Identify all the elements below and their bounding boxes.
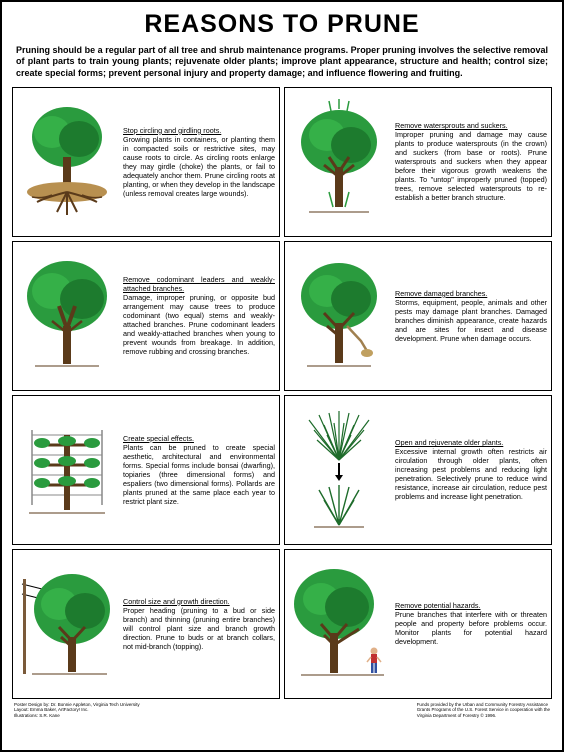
heading: Open and rejuvenate older plants. <box>395 438 547 447</box>
body: Growing plants in containers, or plantin… <box>123 135 275 198</box>
cell-special: Create special effects. Plants can be pr… <box>12 395 280 545</box>
text-special: Create special effects. Plants can be pr… <box>123 434 275 506</box>
text-hazards: Remove potential hazards. Prune branches… <box>395 601 547 646</box>
illus-controlsize <box>17 559 117 689</box>
page-title: REASONS TO PRUNE <box>12 10 552 39</box>
body: Damage, improper pruning, or opposite bu… <box>123 293 275 356</box>
cell-controlsize: Control size and growth direction. Prope… <box>12 549 280 699</box>
heading: Remove watersprouts and suckers. <box>395 121 547 130</box>
cell-damaged: Remove damaged branches. Storms, equipme… <box>284 241 552 391</box>
illus-damaged <box>289 251 389 381</box>
heading: Remove potential hazards. <box>395 601 547 610</box>
body: Plants can be pruned to create special a… <box>123 443 275 506</box>
cell-hazards: Remove potential hazards. Prune branches… <box>284 549 552 699</box>
poster: REASONS TO PRUNE Pruning should be a reg… <box>0 0 564 752</box>
footer-right: Funds provided by the Urban and Communit… <box>417 702 550 718</box>
intro-text: Pruning should be a regular part of all … <box>12 45 552 79</box>
footer-left: Poster Design by: Dr. Bonnie Appleton, V… <box>14 702 140 718</box>
grid: Stop circling and girdling roots. Growin… <box>12 87 552 699</box>
text-codominant: Remove codominant leaders and weakly-att… <box>123 275 275 356</box>
cell-codominant: Remove codominant leaders and weakly-att… <box>12 241 280 391</box>
illus-hazards <box>289 559 389 689</box>
heading: Stop circling and girdling roots. <box>123 126 275 135</box>
body: Storms, equipment, people, animals and o… <box>395 298 547 343</box>
heading: Control size and growth direction. <box>123 597 275 606</box>
heading: Remove codominant leaders and weakly-att… <box>123 275 275 293</box>
illus-rejuvenate <box>289 405 389 535</box>
body: Prune branches that interfere with or th… <box>395 610 547 646</box>
text-rejuvenate: Open and rejuvenate older plants. Excess… <box>395 438 547 501</box>
cell-watersprouts: Remove watersprouts and suckers. Imprope… <box>284 87 552 237</box>
illus-special <box>17 405 117 535</box>
heading: Remove damaged branches. <box>395 289 547 298</box>
text-roots: Stop circling and girdling roots. Growin… <box>123 126 275 198</box>
body: Proper heading (pruning to a bud or side… <box>123 606 275 651</box>
text-controlsize: Control size and growth direction. Prope… <box>123 597 275 651</box>
heading: Create special effects. <box>123 434 275 443</box>
illus-codominant <box>17 251 117 381</box>
cell-roots: Stop circling and girdling roots. Growin… <box>12 87 280 237</box>
illus-watersprouts <box>289 97 389 227</box>
text-damaged: Remove damaged branches. Storms, equipme… <box>395 289 547 343</box>
body: Excessive internal growth often restrict… <box>395 447 547 501</box>
illus-roots <box>17 97 117 227</box>
body: Improper pruning and damage may cause pl… <box>395 130 547 202</box>
text-watersprouts: Remove watersprouts and suckers. Imprope… <box>395 121 547 202</box>
cell-rejuvenate: Open and rejuvenate older plants. Excess… <box>284 395 552 545</box>
footer: Poster Design by: Dr. Bonnie Appleton, V… <box>12 702 552 718</box>
